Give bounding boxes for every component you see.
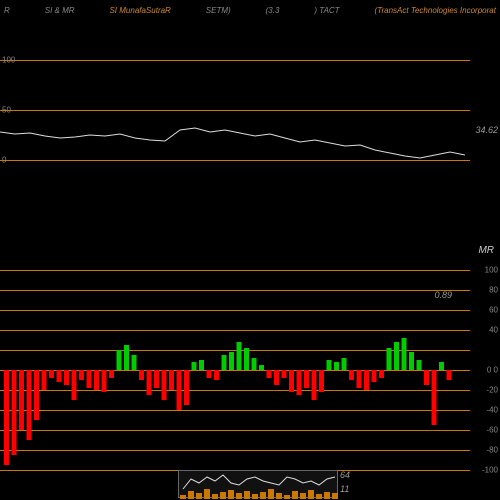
h5: (3.3 <box>266 6 280 15</box>
mr-bar-chart: 1008060400 0-20-40-60-80-100 <box>0 270 500 470</box>
y-axis-label: -80 <box>486 446 498 455</box>
y-axis-label: -20 <box>486 386 498 395</box>
y-axis-label: 100 <box>485 266 498 275</box>
y-axis-label: 80 <box>489 286 498 295</box>
h3: SI MunafaSutraR <box>109 6 170 15</box>
y-axis-label: 0 0 <box>487 366 498 375</box>
gridline <box>0 160 470 161</box>
y-axis-label: 40 <box>489 326 498 335</box>
current-value: 34.62 <box>475 125 498 135</box>
h4: SETM) <box>206 6 231 15</box>
y-axis-label: 60 <box>489 306 498 315</box>
y-axis-label: -60 <box>486 426 498 435</box>
mini-label: 64 <box>340 470 350 480</box>
chart-header: R SI & MR SI MunafaSutraR SETM) (3.3 ) T… <box>0 6 500 15</box>
mr-value: 0.89 <box>434 290 452 300</box>
y-axis-label: -40 <box>486 406 498 415</box>
rsi-chart: 05010034.62 <box>0 60 500 160</box>
mini-chart <box>178 470 338 498</box>
h2: SI & MR <box>45 6 75 15</box>
h1: R <box>4 6 10 15</box>
mr-label: MR <box>478 245 494 256</box>
h6: ) TACT <box>314 6 339 15</box>
y-axis-label: -100 <box>482 466 498 475</box>
h7: (TransAct Technologies Incorporat <box>375 6 496 15</box>
mini-label: 11 <box>340 484 349 494</box>
